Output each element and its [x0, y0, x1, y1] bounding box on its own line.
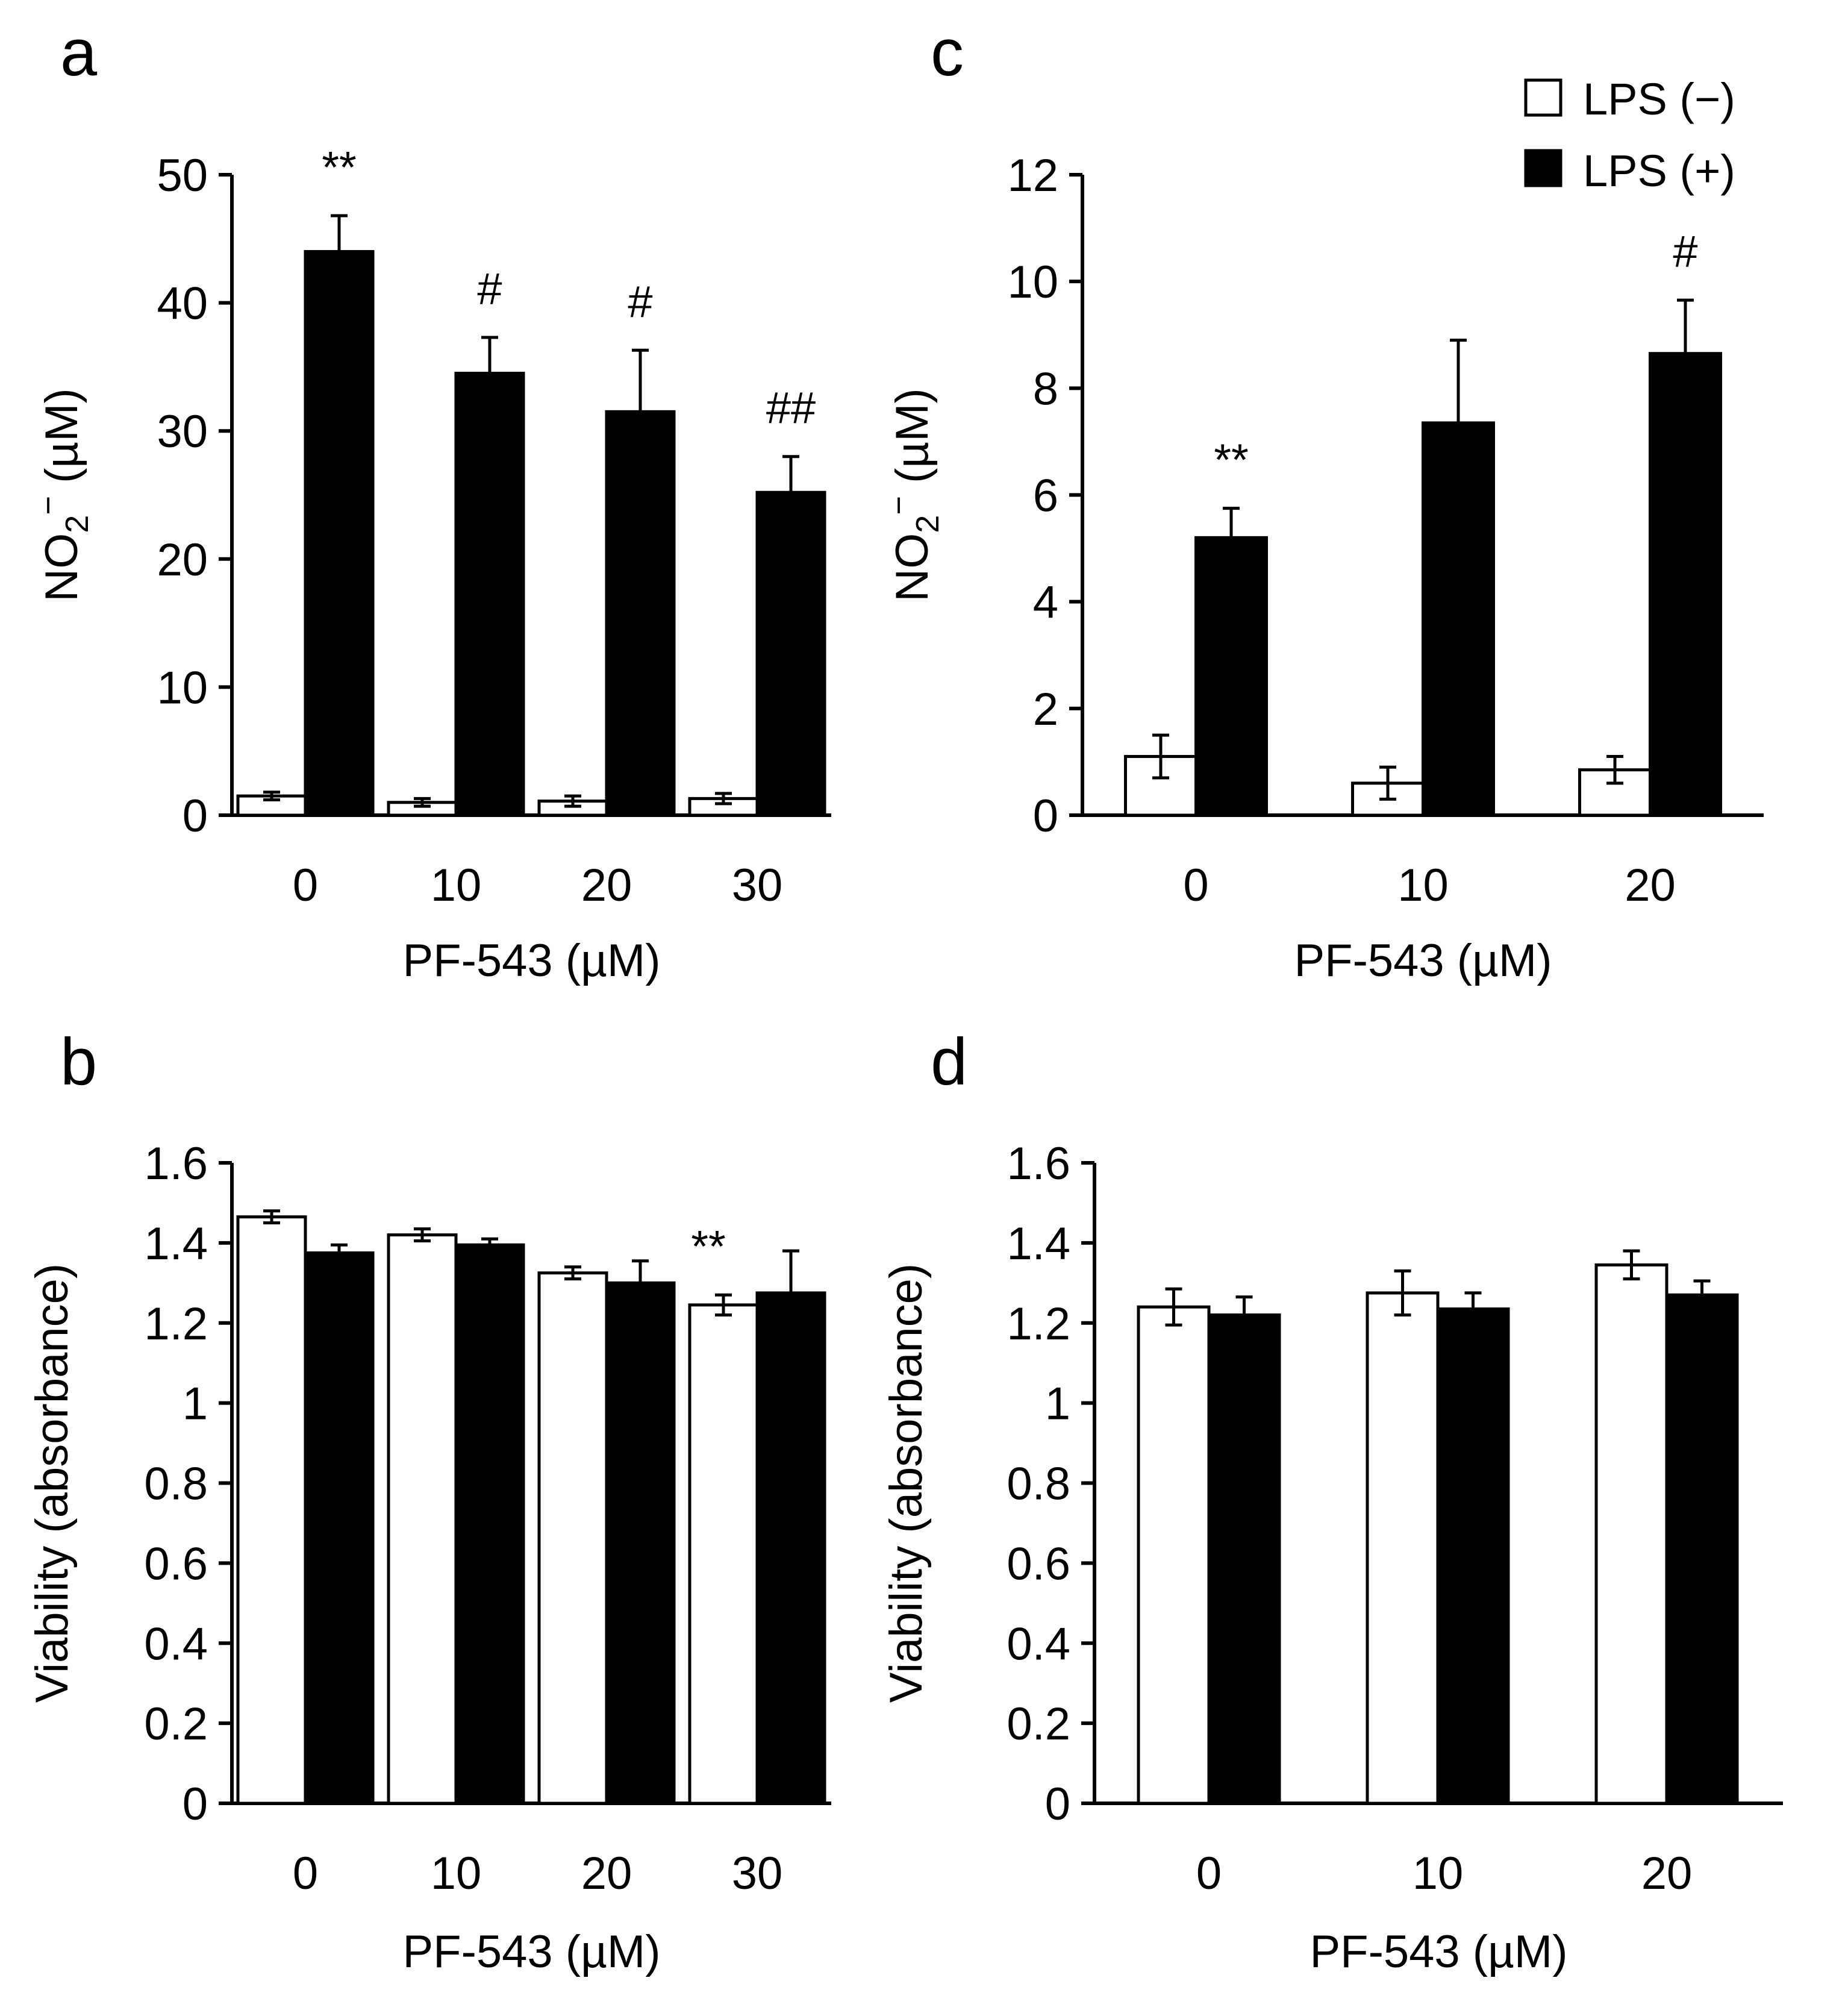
bar-lps-plus-20	[1665, 1293, 1739, 1805]
significance-marker: ##	[766, 383, 816, 433]
panel-label-c: c	[931, 16, 964, 90]
y-tick-label: 1.4	[144, 1218, 208, 1269]
panel-label-a: a	[60, 16, 98, 90]
y-tick-label: 2	[1033, 684, 1058, 735]
y-tick-label: 0.8	[144, 1459, 208, 1510]
y-axis-title: Viability (absorbance)	[27, 1263, 78, 1703]
bar-lps-minus-10	[387, 1233, 458, 1805]
bar-lps-plus-0	[1207, 1313, 1281, 1805]
y-tick-label: 0.2	[144, 1698, 208, 1750]
bar-lps-minus-0	[1137, 1305, 1211, 1805]
x-axis-title: PF-543 (µM)	[402, 1926, 660, 1977]
bar-lps-plus-20	[1649, 352, 1722, 817]
x-tick-label: 10	[431, 1848, 482, 1899]
bar-lps-minus-30	[688, 1303, 759, 1805]
chart-panel-d: d 0 0.2 0.4 0.6 0.8 1 1.2 1.4 1.6 Viability (absor…	[881, 1025, 1783, 1977]
x-tick-label: 20	[581, 860, 632, 911]
y-tick-label: 0	[1045, 1779, 1070, 1830]
x-tick-label: 10	[1397, 860, 1449, 911]
x-tick-label: 20	[581, 1848, 632, 1899]
bar-lps-plus-10	[454, 372, 525, 817]
bar-lps-plus-0	[304, 1251, 375, 1805]
legend-label-lps-minus: LPS (−)	[1583, 74, 1735, 124]
y-tick-label: 1.4	[1007, 1218, 1070, 1269]
y-tick-label: 30	[157, 406, 208, 457]
y-tick-label: 0.4	[1007, 1618, 1070, 1670]
significance-marker: #	[477, 264, 502, 314]
panel-label-d: d	[931, 1025, 967, 1099]
significance-marker: #	[628, 277, 652, 327]
x-tick-label: 20	[1641, 1848, 1693, 1899]
bar-lps-plus-10	[454, 1243, 525, 1805]
y-tick-label: 0.8	[1007, 1459, 1070, 1510]
legend: LPS (−) LPS (+)	[1524, 74, 1735, 196]
significance-marker: **	[322, 142, 357, 192]
bar-lps-plus-20	[605, 410, 676, 817]
panel-label-b: b	[60, 1025, 97, 1099]
legend-swatch-lps-plus	[1524, 149, 1562, 187]
y-tick-label: 1.6	[144, 1138, 208, 1189]
y-tick-label: 1.2	[144, 1298, 208, 1350]
y-tick-label: 0.4	[144, 1618, 208, 1670]
x-tick-label: 30	[732, 1848, 783, 1899]
significance-marker: **	[691, 1221, 726, 1271]
chart-panel-c: c 0 2 4 6 8 10 12 NO2− (µM) 0 10 20 ** # PF-543 (µM)	[881, 16, 1764, 986]
y-axis-title: Viability (absorbance)	[881, 1263, 932, 1703]
x-tick-label: 0	[293, 860, 318, 911]
legend-swatch-lps-minus	[1524, 78, 1562, 117]
bar-lps-plus-10	[1422, 421, 1495, 817]
bar-lps-minus-20	[537, 1271, 608, 1805]
x-tick-label: 0	[1183, 860, 1208, 911]
y-tick-label: 0.2	[1007, 1698, 1070, 1750]
bar-lps-plus-20	[605, 1281, 676, 1805]
y-tick-label: 1	[183, 1379, 208, 1430]
bar-lps-plus-0	[304, 250, 375, 817]
y-axis-title: NO2− (µM)	[30, 388, 95, 601]
y-tick-label: 0.6	[1007, 1538, 1070, 1589]
y-tick-label: 10	[157, 662, 208, 713]
bar-lps-minus-20	[1594, 1263, 1669, 1805]
x-tick-label: 0	[1196, 1848, 1222, 1899]
y-tick-label: 0	[183, 1779, 208, 1830]
bar-lps-plus-30	[755, 490, 826, 817]
x-axis-title: PF-543 (µM)	[402, 935, 660, 986]
y-tick-label: 1.6	[1007, 1138, 1070, 1189]
significance-marker: **	[1214, 435, 1249, 485]
y-tick-label: 4	[1033, 577, 1058, 628]
y-tick-label: 0	[183, 790, 208, 842]
x-axis-title: PF-543 (µM)	[1310, 1926, 1567, 1977]
chart-panel-b: b 0 0.2 0.4 0.6 0.8 1 1.2 1.4 1.6 Viability (absor…	[27, 1025, 831, 1977]
bar-lps-plus-0	[1194, 536, 1268, 817]
legend-label-lps-plus: LPS (+)	[1583, 146, 1735, 196]
x-tick-label: 30	[732, 860, 783, 911]
x-tick-label: 0	[293, 1848, 318, 1899]
bar-lps-minus-0	[236, 1215, 307, 1805]
y-tick-label: 50	[157, 150, 208, 201]
y-tick-label: 12	[1007, 150, 1058, 201]
bar-lps-plus-10	[1436, 1307, 1510, 1805]
significance-marker: #	[1673, 227, 1697, 277]
y-tick-label: 0.6	[144, 1538, 208, 1589]
y-tick-label: 40	[157, 278, 208, 330]
y-tick-label: 6	[1033, 471, 1058, 522]
x-tick-label: 20	[1625, 860, 1676, 911]
x-axis-title: PF-543 (µM)	[1294, 935, 1552, 986]
y-tick-label: 1	[1045, 1379, 1070, 1430]
bar-lps-minus-10	[1366, 1291, 1440, 1805]
y-axis-title: NO2− (µM)	[881, 388, 946, 601]
y-tick-label: 0	[1033, 790, 1058, 842]
y-tick-label: 10	[1007, 257, 1058, 308]
x-tick-label: 10	[1413, 1848, 1464, 1899]
y-tick-label: 1.2	[1007, 1298, 1070, 1350]
y-tick-label: 20	[157, 534, 208, 586]
y-tick-label: 8	[1033, 363, 1058, 415]
x-tick-label: 10	[431, 860, 482, 911]
bar-lps-plus-30	[755, 1291, 826, 1805]
